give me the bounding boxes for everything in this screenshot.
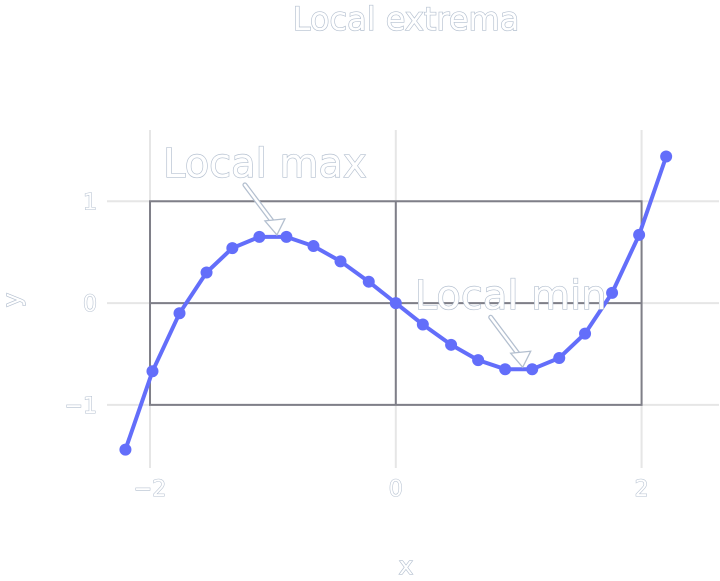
data-point xyxy=(579,327,592,340)
annotation-label: Local max xyxy=(163,141,367,187)
data-point xyxy=(362,275,375,288)
data-point xyxy=(553,352,566,365)
y-tick-label: 1 xyxy=(83,190,97,215)
data-point xyxy=(633,228,646,241)
data-point xyxy=(146,365,159,378)
annotation-label: Local min xyxy=(415,273,607,319)
annotation-arrow xyxy=(243,183,277,227)
data-point xyxy=(173,307,186,320)
ticks: −2 0 2 −1 0 1 xyxy=(64,190,649,503)
data-point xyxy=(660,150,673,163)
y-tick-label: 0 xyxy=(83,292,97,317)
annotation-arrowhead xyxy=(509,350,532,369)
annotation-arrow xyxy=(489,315,522,359)
x-axis-label: x xyxy=(399,552,413,580)
annotations: Local max Local min xyxy=(162,140,607,369)
data-point xyxy=(416,318,429,331)
y-tick-label: −1 xyxy=(65,394,97,419)
x-tick-label: 0 xyxy=(389,477,403,502)
data-point xyxy=(253,230,266,243)
chart-title: Local extrema xyxy=(293,0,520,38)
data-point xyxy=(472,354,485,367)
data-point xyxy=(499,363,512,376)
data-point xyxy=(606,286,619,299)
annotation-arrowhead xyxy=(263,218,287,237)
data-point xyxy=(119,443,132,456)
data-point xyxy=(280,230,293,243)
x-tick-label: 2 xyxy=(635,477,649,502)
x-tick-label: −2 xyxy=(134,477,166,502)
data-point xyxy=(226,242,239,255)
data-point xyxy=(334,255,347,268)
data-point xyxy=(307,240,320,253)
series xyxy=(119,150,673,456)
y-axis-label: y xyxy=(0,293,26,307)
data-point xyxy=(389,297,402,310)
data-point xyxy=(200,266,213,279)
data-point xyxy=(526,363,539,376)
data-point xyxy=(445,338,458,351)
